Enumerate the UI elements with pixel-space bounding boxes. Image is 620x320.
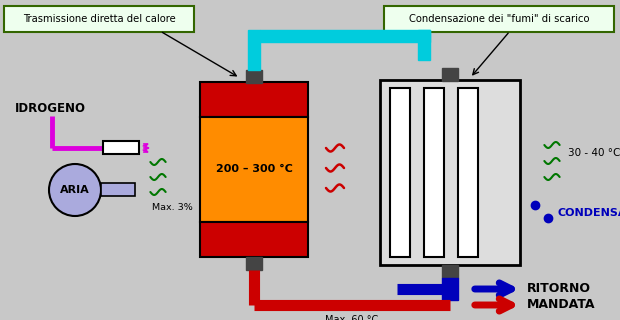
Bar <box>458 88 478 257</box>
Bar <box>248 30 260 70</box>
Text: Max. 3%: Max. 3% <box>152 204 193 212</box>
Text: Trasmissione diretta del calore: Trasmissione diretta del calore <box>22 14 175 24</box>
Text: 200 – 300 °C: 200 – 300 °C <box>216 164 293 174</box>
Bar <box>200 82 308 117</box>
Text: Max. 60 °C: Max. 60 °C <box>326 315 379 320</box>
Bar <box>442 278 458 300</box>
Bar <box>380 80 520 265</box>
Bar <box>200 117 308 222</box>
Bar <box>442 68 458 81</box>
Bar <box>246 70 262 83</box>
Bar <box>442 265 458 278</box>
Bar <box>390 88 410 257</box>
Text: CONDENSA: CONDENSA <box>558 208 620 218</box>
FancyBboxPatch shape <box>4 6 194 32</box>
FancyBboxPatch shape <box>384 6 614 32</box>
Bar <box>200 222 308 257</box>
Bar <box>418 30 430 60</box>
Text: 30 - 40 °C: 30 - 40 °C <box>568 148 620 158</box>
Text: IDROGENO: IDROGENO <box>15 101 86 115</box>
Bar <box>246 257 262 270</box>
Text: Condensazione dei "fumi" di scarico: Condensazione dei "fumi" di scarico <box>409 14 589 24</box>
Bar <box>103 141 139 154</box>
Text: MANDATA: MANDATA <box>527 299 595 311</box>
Text: ARIA: ARIA <box>60 185 90 195</box>
Bar <box>424 88 444 257</box>
Bar <box>260 30 430 42</box>
Text: RITORNO: RITORNO <box>527 283 591 295</box>
Circle shape <box>49 164 101 216</box>
Bar <box>101 183 135 196</box>
